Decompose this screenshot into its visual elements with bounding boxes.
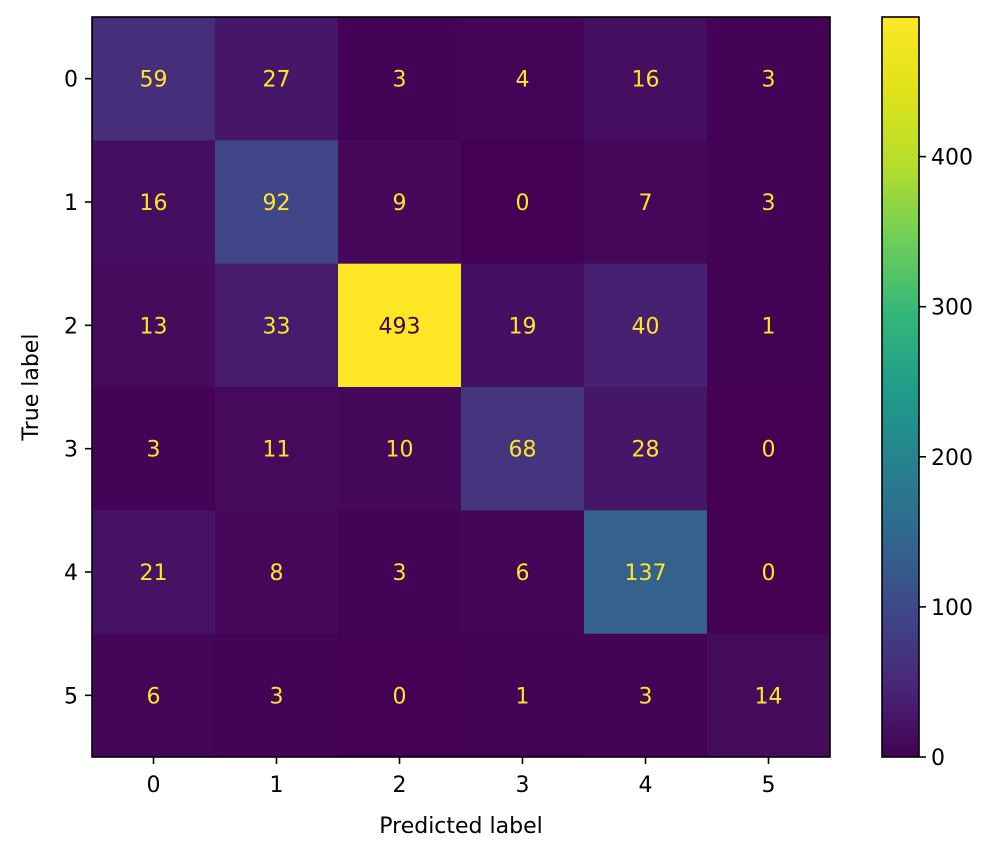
cell-value-label: 3 bbox=[762, 191, 776, 216]
cell-value-label: 40 bbox=[632, 314, 660, 339]
heatmap-cell bbox=[707, 387, 831, 511]
cell-value-label: 1 bbox=[762, 314, 776, 339]
heatmap-cell bbox=[338, 263, 462, 388]
cell-value-label: 4 bbox=[516, 68, 530, 93]
cell-value-label: 3 bbox=[393, 561, 407, 586]
cell-value-label: 7 bbox=[639, 191, 653, 216]
y-axis-ticks: 0 1 2 3 4 5 bbox=[64, 68, 92, 709]
heatmap-cell bbox=[461, 263, 585, 388]
heatmap-cells: 59 27 3 4 16 316 92 9 0 7 313 33 493 19 40 13 11 10 68 28 02… bbox=[92, 17, 831, 758]
cell-value-label: 9 bbox=[393, 191, 407, 216]
y-tick-label: 2 bbox=[64, 314, 78, 339]
heatmap-cell bbox=[461, 140, 585, 265]
heatmap-cell bbox=[584, 263, 708, 388]
cell-value-label: 0 bbox=[762, 438, 776, 463]
cell-value-label: 33 bbox=[263, 314, 291, 339]
x-tick-label: 0 bbox=[147, 773, 161, 798]
colorbar bbox=[881, 16, 920, 758]
cell-value-label: 16 bbox=[140, 191, 168, 216]
heatmap-cell bbox=[707, 263, 831, 388]
heatmap-cell bbox=[584, 140, 708, 265]
cell-value-label: 1 bbox=[516, 684, 530, 709]
heatmap-cell bbox=[461, 387, 585, 511]
heatmap-cell bbox=[584, 387, 708, 511]
heatmap-cell bbox=[215, 17, 339, 141]
colorbar-tick-label: 300 bbox=[931, 296, 973, 321]
cell-value-label: 92 bbox=[263, 191, 291, 216]
heatmap-cell bbox=[338, 387, 462, 511]
heatmap-cell bbox=[92, 17, 216, 141]
x-tick-label: 2 bbox=[393, 773, 407, 798]
heatmap-cell bbox=[584, 17, 708, 141]
colorbar-tick-label: 200 bbox=[931, 446, 973, 471]
heatmap-cell bbox=[338, 140, 462, 265]
heatmap-cell bbox=[707, 510, 831, 635]
colorbar-tick-label: 400 bbox=[931, 146, 973, 171]
heatmap-cell bbox=[92, 263, 216, 388]
cell-value-label: 6 bbox=[516, 561, 530, 586]
heatmap-cell bbox=[215, 633, 339, 758]
x-tick-label: 1 bbox=[270, 773, 284, 798]
cell-value-label: 0 bbox=[393, 684, 407, 709]
heatmap-cell bbox=[707, 140, 831, 265]
cell-value-label: 137 bbox=[625, 561, 667, 586]
heatmap-cell bbox=[338, 510, 462, 635]
heatmap-cell bbox=[92, 633, 216, 758]
heatmap-cell bbox=[215, 140, 339, 265]
cell-value-label: 28 bbox=[632, 438, 660, 463]
cell-value-label: 3 bbox=[147, 438, 161, 463]
heatmap-cell bbox=[215, 387, 339, 511]
heatmap-cell bbox=[461, 17, 585, 141]
cell-value-label: 10 bbox=[386, 438, 414, 463]
cell-value-label: 0 bbox=[762, 561, 776, 586]
heatmap-cell bbox=[707, 633, 831, 758]
y-tick-label: 3 bbox=[64, 438, 78, 463]
heatmap-cell bbox=[584, 633, 708, 758]
cell-value-label: 6 bbox=[147, 684, 161, 709]
cell-value-label: 14 bbox=[755, 684, 783, 709]
heatmap-cell bbox=[215, 263, 339, 388]
heatmap-cell bbox=[92, 140, 216, 265]
y-tick-label: 5 bbox=[64, 684, 78, 709]
x-axis-label: Predicted label bbox=[379, 814, 542, 839]
y-tick-label: 1 bbox=[64, 191, 78, 216]
x-tick-label: 5 bbox=[762, 773, 776, 798]
heatmap-cell bbox=[92, 510, 216, 635]
heatmap-cell bbox=[461, 633, 585, 758]
y-tick-label: 4 bbox=[64, 561, 78, 586]
cell-value-label: 3 bbox=[762, 68, 776, 93]
colorbar-ticks: 0 100 200 300 400 bbox=[919, 146, 973, 771]
cell-value-label: 19 bbox=[509, 314, 537, 339]
cell-value-label: 68 bbox=[509, 438, 537, 463]
cell-value-label: 16 bbox=[632, 68, 660, 93]
cell-value-label: 11 bbox=[263, 438, 291, 463]
heatmap-cell bbox=[707, 17, 831, 141]
x-tick-label: 4 bbox=[639, 773, 653, 798]
cell-value-label: 493 bbox=[379, 314, 421, 339]
heatmap-cell bbox=[92, 387, 216, 511]
y-tick-label: 0 bbox=[64, 68, 78, 93]
heatmap-cell bbox=[584, 510, 708, 635]
cell-value-label: 3 bbox=[393, 68, 407, 93]
heatmap-cell bbox=[338, 633, 462, 758]
heatmap-frame bbox=[91, 16, 831, 758]
colorbar-tick-label: 0 bbox=[931, 746, 945, 771]
cell-value-label: 27 bbox=[263, 68, 291, 93]
cell-value-label: 21 bbox=[140, 561, 168, 586]
colorbar-tick-label: 100 bbox=[931, 596, 973, 621]
cell-value-label: 3 bbox=[639, 684, 653, 709]
cell-value-label: 8 bbox=[270, 561, 284, 586]
heatmap-cell bbox=[338, 17, 462, 141]
cell-value-label: 0 bbox=[516, 191, 530, 216]
heatmap-cell bbox=[461, 510, 585, 635]
cell-value-label: 3 bbox=[270, 684, 284, 709]
y-axis-label: True label bbox=[19, 334, 44, 442]
cell-value-label: 59 bbox=[140, 68, 168, 93]
heatmap-cell bbox=[215, 510, 339, 635]
cell-value-label: 13 bbox=[140, 314, 168, 339]
x-tick-label: 3 bbox=[516, 773, 530, 798]
x-axis-ticks: 0 1 2 3 4 5 bbox=[147, 757, 776, 798]
